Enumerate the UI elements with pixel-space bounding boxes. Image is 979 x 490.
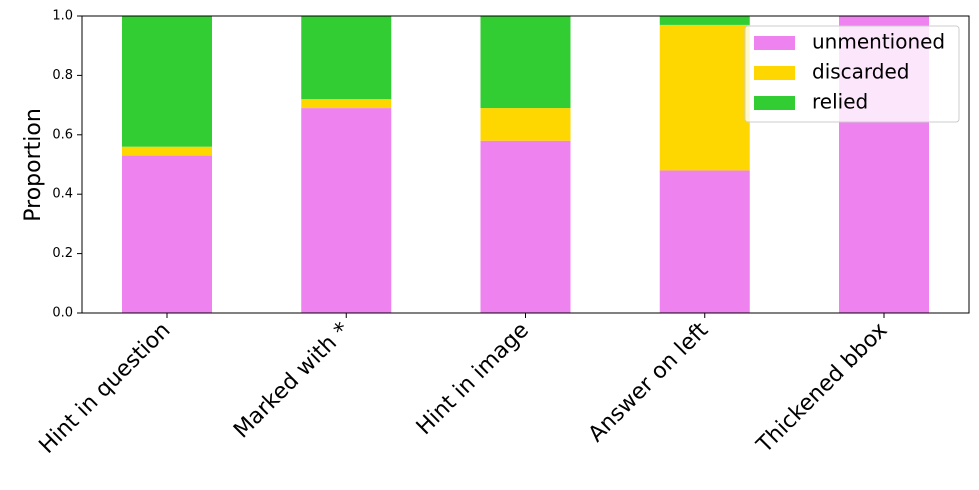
- bar-segment: [480, 16, 571, 109]
- legend-label: relied: [812, 90, 868, 114]
- y-tick-label: 0.0: [52, 306, 73, 321]
- bar-segment: [480, 108, 571, 141]
- legend-swatch: [754, 66, 795, 80]
- y-tick-label: 1.0: [52, 9, 73, 24]
- x-tick-label: Hint in question: [35, 318, 176, 459]
- legend-label: unmentioned: [812, 30, 945, 54]
- y-tick-label: 0.2: [52, 246, 73, 261]
- bar-segment: [659, 16, 750, 25]
- y-axis-label: Proportion: [21, 108, 46, 222]
- bar-segment: [659, 24, 750, 171]
- bar-segment: [301, 99, 392, 109]
- legend-label: discarded: [812, 60, 910, 84]
- bar-segment: [480, 140, 571, 313]
- plot-frame: [81, 15, 970, 314]
- x-tick-label: Thickened bbox: [752, 318, 893, 459]
- bar-segment: [122, 155, 212, 313]
- y-tick-label: 0.4: [52, 187, 73, 202]
- x-tick-label: Hint in image: [412, 318, 534, 440]
- bar-segment: [301, 16, 392, 100]
- legend-box: [744, 25, 960, 123]
- bar-segment: [122, 16, 212, 147]
- x-tick-label: Answer on left: [584, 318, 714, 448]
- x-tick-label: Marked with *: [229, 318, 355, 444]
- bar-segment: [122, 146, 212, 156]
- legend-swatch: [754, 96, 795, 110]
- y-tick-label: 0.6: [52, 127, 73, 142]
- y-tick-label: 0.8: [52, 68, 73, 83]
- bar-segment: [659, 170, 750, 313]
- bar-segment: [301, 108, 392, 313]
- legend-swatch: [754, 36, 795, 50]
